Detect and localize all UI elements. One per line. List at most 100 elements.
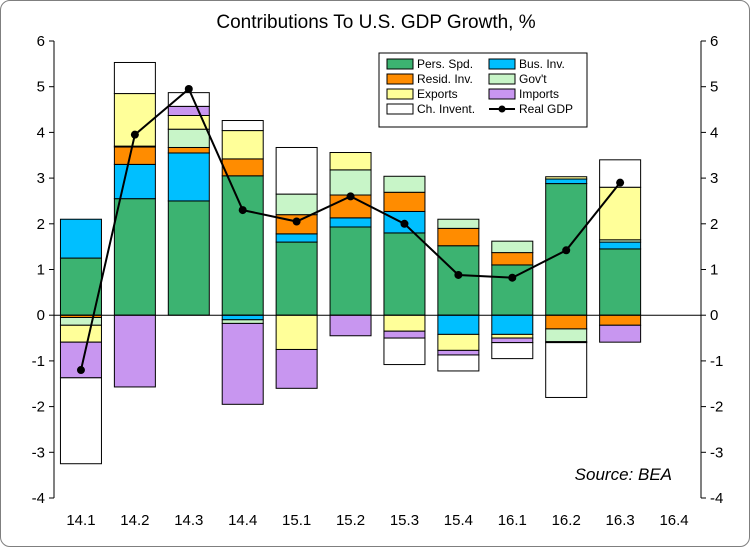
bar-segment — [383, 330, 426, 339]
x-tick-label: 16.3 — [606, 512, 635, 529]
bar-segment — [59, 316, 102, 326]
bar-segment — [113, 146, 156, 165]
bar-segment — [329, 217, 372, 228]
bar-segment — [491, 314, 534, 335]
y-tick-label-right: 3 — [710, 170, 718, 187]
bar-segment — [383, 175, 426, 193]
x-tick-label: 14.4 — [228, 512, 257, 529]
real-gdp-point — [400, 219, 409, 228]
bar-segment — [59, 257, 102, 316]
plot-area: -4 -4 -3 -3 -2 -2 -1 -1 0 0 1 1 2 2 3 3 4 4 5 5 6 6 14.1 14.2 14… — [32, 33, 724, 529]
y-tick-label-left: -3 — [32, 444, 45, 461]
y-tick-label-right: 4 — [710, 124, 718, 141]
legend-swatch — [386, 73, 414, 85]
bar-segment — [221, 130, 264, 160]
bar-segment — [167, 105, 210, 116]
bar-segment — [275, 233, 318, 243]
real-gdp-point — [562, 246, 571, 255]
real-gdp-point — [508, 273, 517, 282]
legend-marker — [498, 105, 506, 113]
legend-swatch — [488, 58, 516, 70]
legend-label: Pers. Spd. — [417, 57, 473, 71]
bar-segment — [113, 198, 156, 316]
y-tick-label-left: 1 — [37, 262, 45, 279]
bar-segment — [59, 324, 102, 343]
x-tick-label: 14.1 — [66, 512, 95, 529]
bar-segment — [599, 241, 642, 250]
bar-segment — [329, 314, 372, 337]
x-tick-label: 16.1 — [498, 512, 527, 529]
y-tick-label-left: 0 — [37, 307, 45, 324]
legend-swatch — [386, 103, 414, 115]
bar-segment — [275, 193, 318, 216]
chart-title: Contributions To U.S. GDP Growth, % — [216, 12, 535, 33]
real-gdp-point — [238, 206, 247, 215]
legend-swatch — [386, 58, 414, 70]
bar-segment — [545, 178, 588, 185]
y-tick-label-right: 1 — [710, 262, 718, 279]
bar-segment — [491, 240, 534, 254]
bar-segment — [275, 348, 318, 389]
y-tick-label-right: -3 — [710, 444, 723, 461]
bar-segment — [275, 241, 318, 316]
x-tick-label: 15.1 — [282, 512, 311, 529]
bar-segment — [329, 169, 372, 196]
bar-segment — [491, 337, 534, 344]
y-tick-label-left: 4 — [37, 124, 45, 141]
legend-label: Real GDP — [519, 102, 573, 116]
y-tick-label-left: 3 — [37, 170, 45, 187]
bar-segment — [113, 314, 156, 388]
bar-segment — [59, 377, 102, 465]
x-tick-label: 15.4 — [444, 512, 473, 529]
bar-segment — [329, 152, 372, 171]
y-tick-label-left: -1 — [32, 353, 45, 370]
x-tick-label: 15.3 — [390, 512, 419, 529]
bar-segment — [221, 175, 264, 316]
source-note: Source: BEA — [575, 465, 672, 484]
legend-label: Gov't — [519, 72, 547, 86]
bar-segment — [437, 245, 480, 316]
real-gdp-point — [130, 130, 139, 139]
bar-segment — [545, 342, 588, 398]
y-tick-label-right: -1 — [710, 353, 723, 370]
bar-segment — [59, 218, 102, 259]
bar-segment — [275, 314, 318, 350]
legend-label: Resid. Inv. — [417, 72, 473, 86]
y-tick-label-right: 5 — [710, 79, 718, 96]
y-tick-label-right: -4 — [710, 490, 723, 507]
bar-segment — [491, 333, 534, 339]
bar-segment — [221, 314, 264, 321]
bar-segment — [491, 252, 534, 266]
real-gdp-point — [454, 270, 463, 279]
x-tick-label: 16.4 — [659, 512, 688, 529]
x-tick-label: 16.2 — [552, 512, 581, 529]
bar-segment — [383, 337, 426, 366]
bar-segment — [167, 200, 210, 316]
bar-segment — [221, 120, 264, 132]
bar-segment — [113, 163, 156, 200]
real-gdp-point — [292, 217, 301, 226]
real-gdp-point — [76, 366, 85, 375]
y-tick-label-right: 0 — [710, 307, 718, 324]
legend-swatch — [488, 88, 516, 100]
x-tick-label: 14.3 — [174, 512, 203, 529]
y-tick-label-right: -2 — [710, 399, 723, 416]
bar-segment — [599, 248, 642, 316]
bar-segment — [437, 333, 480, 351]
legend-label: Bus. Inv. — [519, 57, 565, 71]
bar-segment — [383, 314, 426, 332]
bar-segment — [437, 218, 480, 229]
bar-segment — [437, 227, 480, 247]
x-tick-label: 15.2 — [336, 512, 365, 529]
bar-segment — [383, 232, 426, 316]
bar-segment — [599, 324, 642, 343]
bar-segment — [221, 319, 264, 324]
bar-segment — [167, 152, 210, 202]
bar-segment — [167, 146, 210, 154]
legend-label: Ch. Invent. — [417, 102, 475, 116]
bar-segment — [599, 186, 642, 241]
y-tick-label-left: 5 — [37, 79, 45, 96]
x-tick-label: 14.2 — [120, 512, 149, 529]
bar-segment — [545, 328, 588, 343]
